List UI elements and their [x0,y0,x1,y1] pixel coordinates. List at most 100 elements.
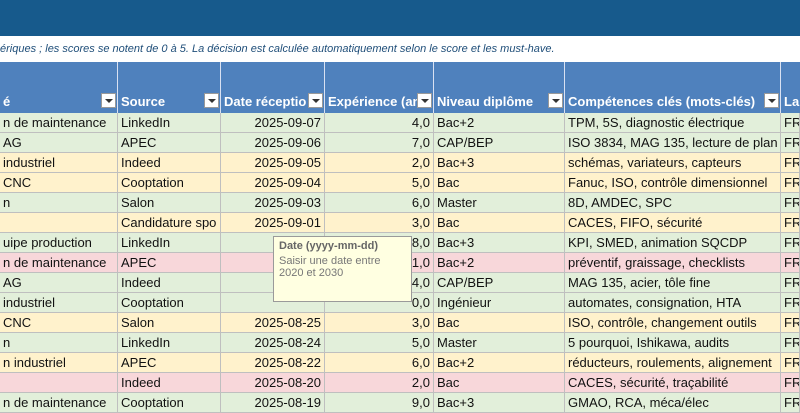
cell[interactable]: 4,0 [325,113,434,133]
filter-button[interactable] [417,93,432,108]
cell[interactable]: APEC [118,133,221,153]
cell[interactable]: 2025-08-20 [221,373,325,393]
cell[interactable]: Indeed [118,153,221,173]
cell[interactable]: FR [781,193,800,213]
cell[interactable]: automates, consignation, HTA [565,293,781,313]
cell[interactable]: FR [781,333,800,353]
cell[interactable]: Bac [434,173,565,193]
column-header[interactable]: é [0,62,118,113]
column-header[interactable]: Source [118,62,221,113]
cell[interactable]: industriel [0,153,118,173]
cell[interactable]: uipe production [0,233,118,253]
cell[interactable]: Bac+2 [434,353,565,373]
cell[interactable]: Indeed [118,373,221,393]
column-header[interactable]: Expérience (an [325,62,434,113]
cell[interactable]: Bac [434,313,565,333]
cell[interactable]: FR [781,373,800,393]
cell[interactable]: ISO, contrôle, changement outils [565,313,781,333]
cell[interactable]: Bac [434,373,565,393]
cell[interactable]: Candidature spo [118,213,221,233]
cell[interactable]: Bac+3 [434,233,565,253]
cell[interactable]: 8D, AMDEC, SPC [565,193,781,213]
cell[interactable]: industriel [0,293,118,313]
cell[interactable]: LinkedIn [118,233,221,253]
cell[interactable]: 5 pourquoi, Ishikawa, audits [565,333,781,353]
filter-button[interactable] [204,93,219,108]
cell[interactable]: n [0,193,118,213]
filter-button[interactable] [548,93,563,108]
cell[interactable]: 2,0 [325,153,434,173]
cell[interactable]: 7,0 [325,133,434,153]
cell[interactable] [0,213,118,233]
cell[interactable]: CACES, FIFO, sécurité [565,213,781,233]
cell[interactable]: réducteurs, roulements, alignement [565,353,781,373]
cell[interactable]: ISO 3834, MAG 135, lecture de plan [565,133,781,153]
cell[interactable]: Salon [118,193,221,213]
cell[interactable]: 2025-09-04 [221,173,325,193]
column-header[interactable]: Niveau diplôme [434,62,565,113]
cell[interactable]: TPM, 5S, diagnostic électrique [565,113,781,133]
cell[interactable]: n de maintenance [0,393,118,413]
cell[interactable]: 3,0 [325,213,434,233]
cell[interactable]: Cooptation [118,393,221,413]
cell[interactable]: Bac+2 [434,113,565,133]
cell[interactable] [0,373,118,393]
cell[interactable]: FR [781,213,800,233]
cell[interactable]: CNC [0,313,118,333]
cell[interactable]: Indeed [118,273,221,293]
cell[interactable]: Cooptation [118,173,221,193]
cell[interactable]: FR [781,393,800,413]
cell[interactable]: n de maintenance [0,113,118,133]
cell[interactable]: FR [781,233,800,253]
cell[interactable]: 2025-08-19 [221,393,325,413]
cell[interactable]: 2025-09-03 [221,193,325,213]
cell[interactable]: CACES, sécurité, traçabilité [565,373,781,393]
column-header[interactable]: Compétences clés (mots-clés) [565,62,781,113]
cell[interactable]: FR [781,353,800,373]
cell[interactable]: AG [0,133,118,153]
cell[interactable]: FR [781,173,800,193]
cell[interactable]: FR [781,313,800,333]
filter-button[interactable] [764,93,779,108]
cell[interactable]: n industriel [0,353,118,373]
cell[interactable]: AG [0,273,118,293]
cell[interactable]: Ingénieur [434,293,565,313]
filter-button[interactable] [308,93,323,108]
cell[interactable]: 2,0 [325,373,434,393]
cell[interactable]: n de maintenance [0,253,118,273]
cell[interactable]: schémas, variateurs, capteurs [565,153,781,173]
cell[interactable]: KPI, SMED, animation SQCDP [565,233,781,253]
column-header[interactable]: Date réceptio [221,62,325,113]
cell[interactable]: préventif, graissage, checklists [565,253,781,273]
cell[interactable]: Master [434,193,565,213]
cell[interactable]: GMAO, RCA, méca/élec [565,393,781,413]
cell[interactable]: APEC [118,253,221,273]
cell[interactable]: 2025-09-06 [221,133,325,153]
cell[interactable]: FR [781,273,800,293]
cell[interactable]: MAG 135, acier, tôle fine [565,273,781,293]
cell[interactable]: Master [434,333,565,353]
cell[interactable]: 2025-08-25 [221,313,325,333]
cell[interactable]: n [0,333,118,353]
cell[interactable]: FR [781,133,800,153]
cell[interactable]: 2025-09-07 [221,113,325,133]
cell[interactable]: FR [781,253,800,273]
cell[interactable]: 6,0 [325,353,434,373]
cell[interactable]: Bac+3 [434,153,565,173]
cell[interactable]: CNC [0,173,118,193]
cell[interactable]: FR [781,153,800,173]
cell[interactable]: Salon [118,313,221,333]
cell[interactable]: 3,0 [325,313,434,333]
cell[interactable]: 2025-08-24 [221,333,325,353]
cell[interactable]: 6,0 [325,193,434,213]
cell[interactable]: CAP/BEP [434,133,565,153]
cell[interactable]: Bac+3 [434,393,565,413]
filter-button[interactable] [101,93,116,108]
cell[interactable]: Bac+2 [434,253,565,273]
cell[interactable]: FR [781,293,800,313]
cell[interactable]: 5,0 [325,333,434,353]
cell[interactable]: CAP/BEP [434,273,565,293]
cell[interactable]: Fanuc, ISO, contrôle dimensionnel [565,173,781,193]
cell[interactable]: FR [781,113,800,133]
cell[interactable]: LinkedIn [118,113,221,133]
